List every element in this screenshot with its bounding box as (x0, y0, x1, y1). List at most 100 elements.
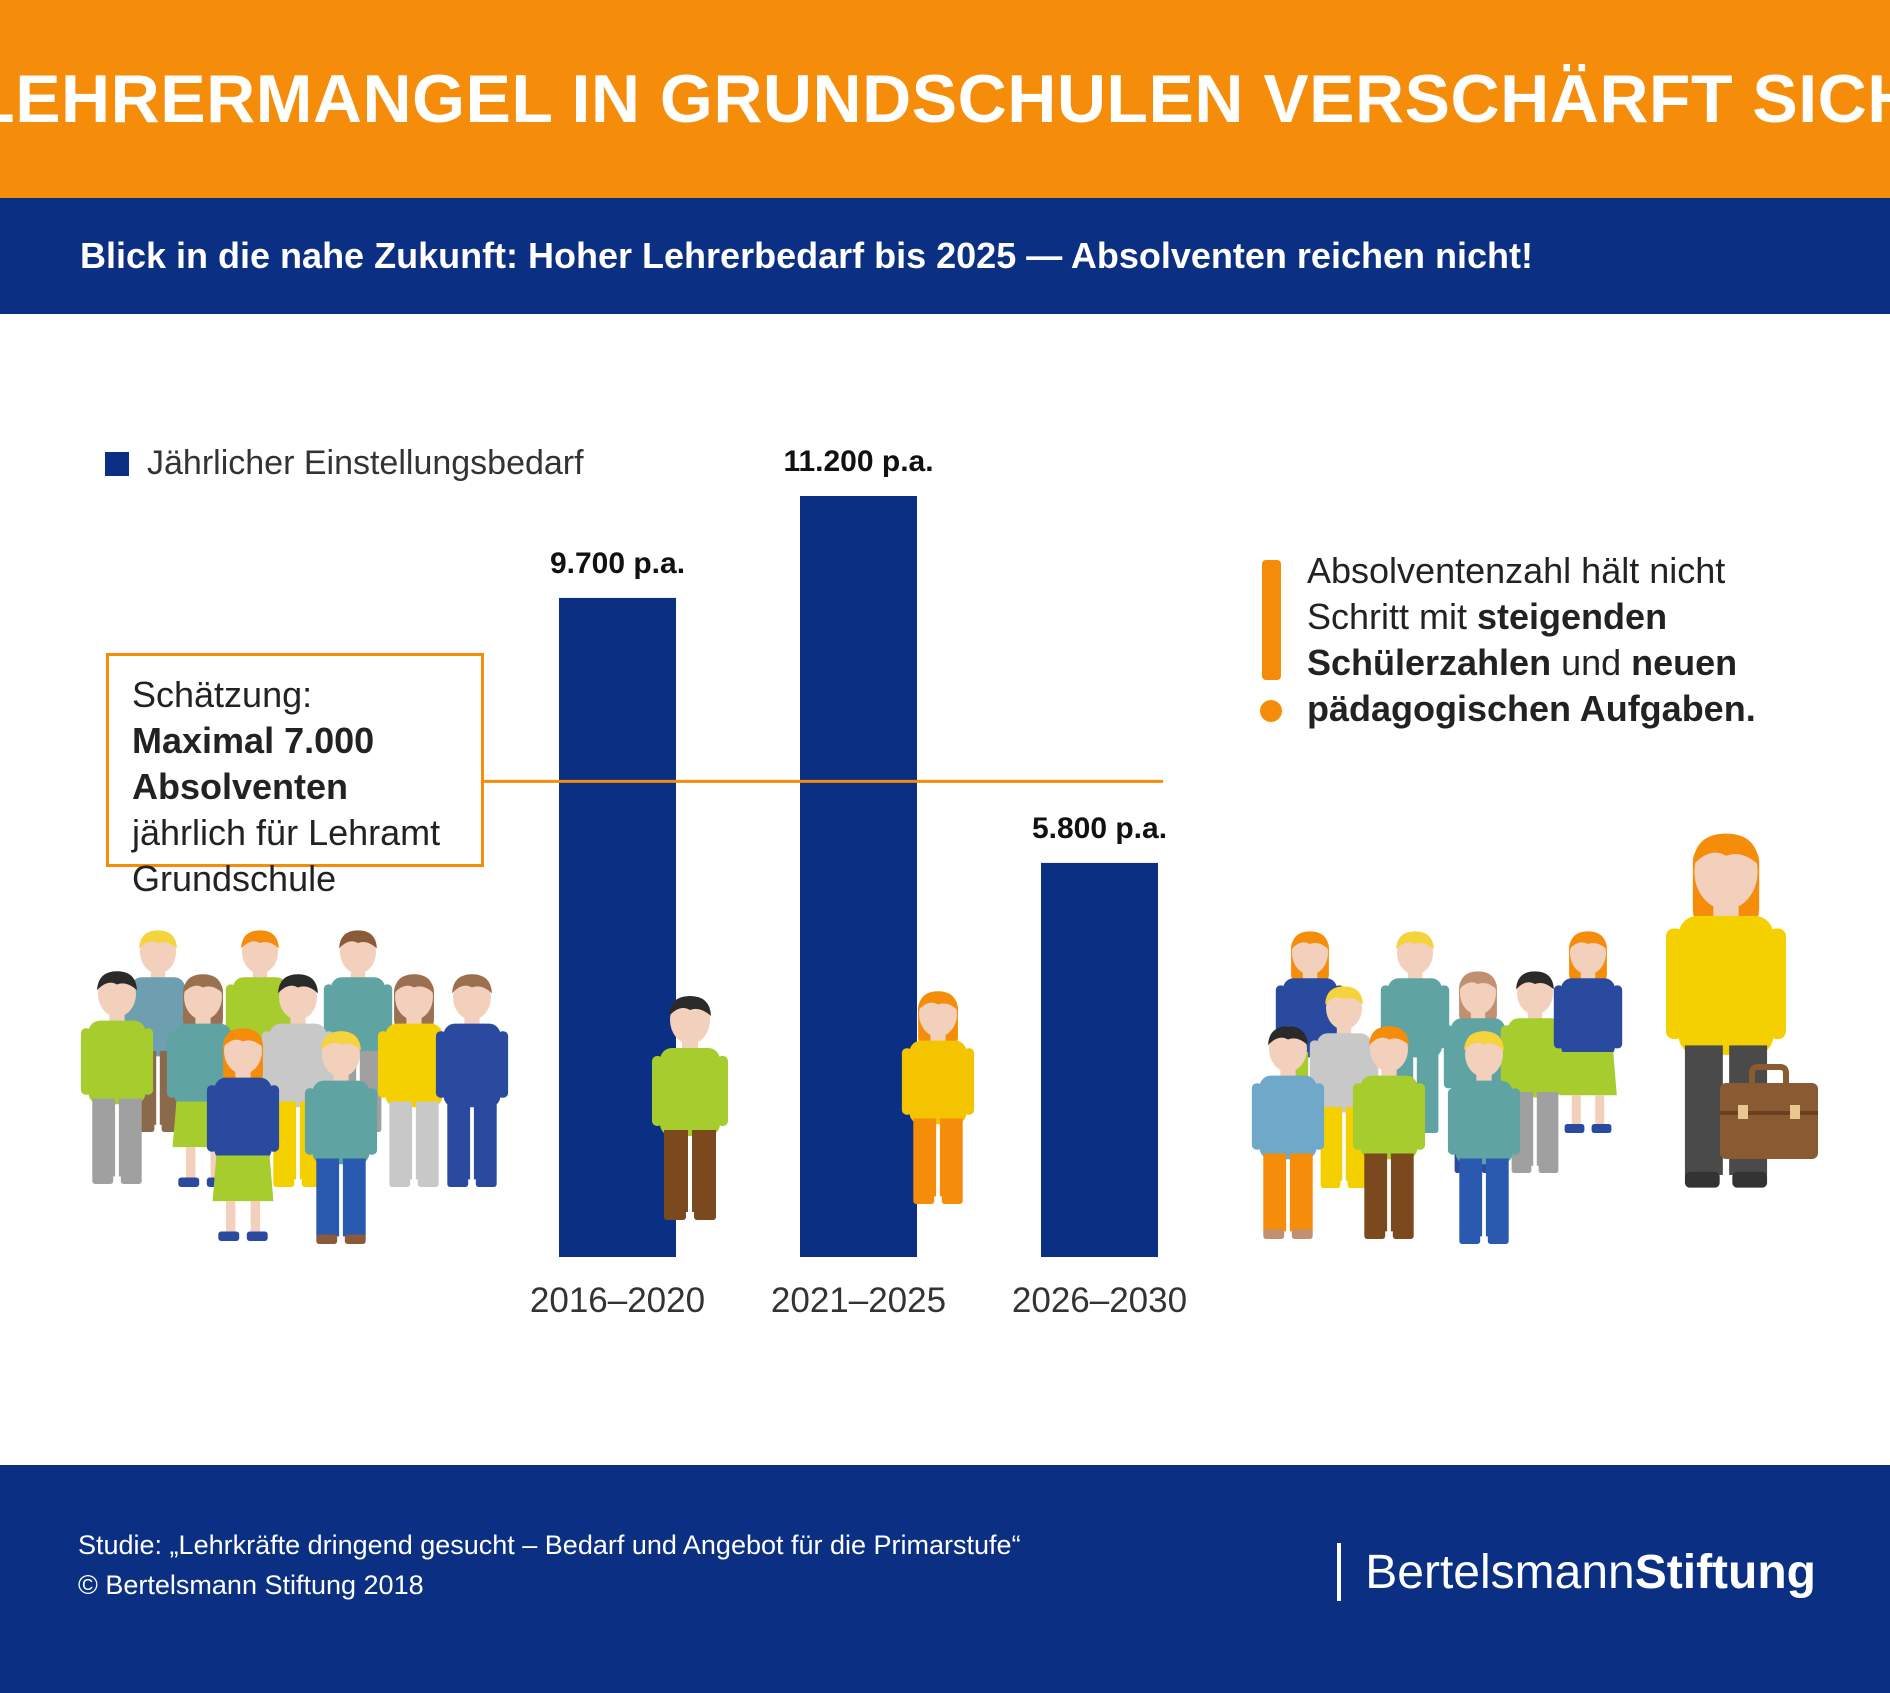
arm-right (717, 1056, 728, 1126)
arm-right (1768, 928, 1787, 1040)
leg-right (415, 1101, 439, 1180)
page-title: LEHRERMANGEL IN GRUNDSCHULEN VERSCHÄRFT … (0, 61, 1890, 137)
arm-right (1612, 985, 1623, 1049)
source-study: Studie: „Lehrkräfte dringend gesucht – B… (78, 1530, 1021, 1560)
shoe-right (1291, 1229, 1313, 1239)
shoe-right (120, 1174, 142, 1184)
torso (385, 1023, 443, 1108)
arm-left (206, 1085, 218, 1152)
bertelsmann-stiftung-logo: Bertelsmann Stiftung (1337, 1543, 1816, 1601)
neck (1381, 1068, 1397, 1078)
briefcase-body (1720, 1083, 1818, 1159)
pupil-icon (1251, 1026, 1325, 1239)
leg-right (342, 1158, 366, 1237)
hair-top (241, 930, 279, 949)
shoe-right (344, 1234, 366, 1244)
arm-left (435, 1031, 447, 1098)
hair-top (1516, 971, 1554, 990)
pupil-icon (377, 974, 451, 1187)
torso (1259, 1075, 1317, 1160)
hair-top (1464, 1031, 1504, 1051)
arm-left (377, 1031, 389, 1098)
bar-2026–2030 (1041, 862, 1158, 1257)
source-citation: Studie: „Lehrkräfte dringend gesucht – B… (78, 1525, 1021, 1605)
neck (1336, 1026, 1352, 1035)
leg-left (1684, 1045, 1723, 1175)
leg-left (1571, 1095, 1581, 1130)
neck (195, 1016, 211, 1026)
hair-top (139, 930, 177, 949)
callout-text-3: jährlich für Lehramt Grundschule (132, 812, 441, 899)
hair-top (1396, 931, 1434, 950)
shoe-left (1459, 1234, 1481, 1244)
neck (1280, 1068, 1296, 1078)
neck (1470, 1011, 1486, 1020)
arm-left (166, 1031, 178, 1098)
shoe-right (941, 1194, 963, 1204)
bar-2021–2025 (800, 496, 917, 1257)
leg-left (225, 1201, 236, 1238)
pupil-icon (435, 974, 509, 1187)
neck (1713, 903, 1739, 919)
arm-right (268, 1085, 280, 1152)
shoe-left (273, 1177, 295, 1187)
hair-top (321, 1031, 361, 1051)
data-label-2021–2025: 11.200 p.a. (783, 445, 933, 478)
leg-left (92, 1098, 116, 1177)
bar-chart: 9.700 p.a. 2016–2020 11.200 p.a. 2021–2025 5… (80, 445, 1818, 1320)
leg-right (1390, 1153, 1414, 1232)
neck (350, 970, 366, 979)
teacher-icon (1665, 833, 1818, 1188)
skirt (1559, 1052, 1617, 1096)
pupil-icon (1553, 931, 1623, 1133)
shoe-left (913, 1194, 935, 1204)
neck (406, 1016, 422, 1026)
hair-top (339, 930, 377, 949)
neck (1407, 971, 1423, 980)
pupil-icon (206, 1028, 280, 1241)
leg-right (473, 1101, 497, 1180)
torso (269, 1023, 327, 1108)
shoe-left (218, 1231, 240, 1241)
shoe-left (1564, 1124, 1585, 1133)
arm-right (366, 1088, 378, 1155)
leg-left (1364, 1153, 1388, 1232)
leg-right (939, 1118, 963, 1197)
arm-left (1251, 1083, 1263, 1150)
arm-right (142, 1028, 154, 1095)
shoe-right (1538, 1164, 1559, 1173)
arm-left (1553, 985, 1564, 1049)
shoe-left (1684, 1171, 1720, 1188)
leg-left (185, 1147, 196, 1184)
neck (150, 970, 166, 979)
arm-right (1414, 1083, 1426, 1150)
leg-right (1595, 1095, 1605, 1130)
hair-top (1369, 1026, 1409, 1046)
leg-right (210, 1147, 221, 1184)
arm-right (497, 1031, 509, 1098)
briefcase-clasp-left (1738, 1105, 1748, 1119)
hair-top (452, 974, 492, 994)
hair-top (1692, 833, 1760, 866)
logo-divider (1337, 1543, 1342, 1601)
shoe-left (1263, 1229, 1285, 1239)
neck (930, 1033, 946, 1043)
neck (333, 1073, 349, 1083)
hair-top (918, 991, 958, 1011)
arm-left (304, 1088, 316, 1155)
skirt (212, 1155, 274, 1202)
leg-right (1289, 1153, 1313, 1232)
leg-left (1459, 1158, 1483, 1237)
pupil-icon (1352, 1026, 1426, 1239)
boy-pupil-icon (652, 996, 728, 1220)
group-of-pupils-icon (80, 930, 509, 1244)
torso (88, 1020, 146, 1105)
leg-left (389, 1101, 413, 1180)
shoe-right (1487, 1234, 1509, 1244)
footer: Studie: „Lehrkräfte dringend gesucht – B… (0, 1465, 1890, 1693)
note-text-3: und (1551, 642, 1632, 683)
torso (214, 1077, 272, 1162)
leg-left (1263, 1153, 1287, 1232)
hair-top (1325, 986, 1363, 1005)
shoe-left (447, 1177, 469, 1187)
